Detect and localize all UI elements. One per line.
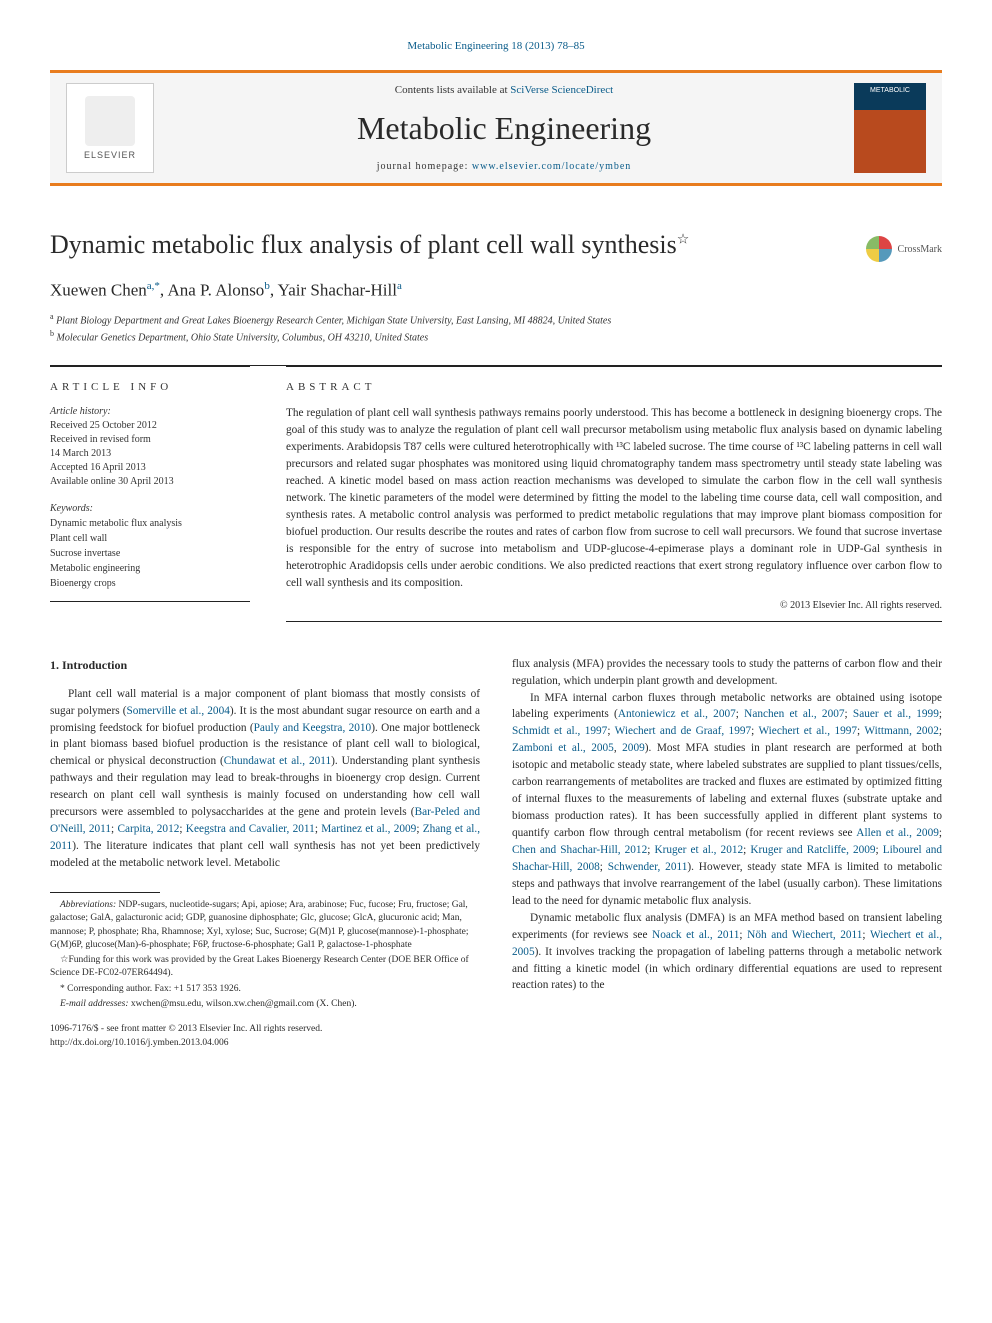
abstract-text: The regulation of plant cell wall synthe… [286,405,942,591]
abstract-bottom-rule [286,621,942,622]
homepage-prefix: journal homepage: [377,161,469,172]
keyword-4: Metabolic engineering [50,561,250,576]
left-body-column: 1. Introduction Plant cell wall material… [50,656,480,1050]
abstract-column: ABSTRACT The regulation of plant cell wa… [286,366,942,621]
cite-somerville[interactable]: Somerville et al., 2004 [126,705,229,717]
body-columns: 1. Introduction Plant cell wall material… [50,656,942,1050]
cite-kruger-2012[interactable]: Kruger et al., 2012 [654,844,743,856]
cite-chundawat[interactable]: Chundawat et al., 2011 [224,755,331,767]
date-received: Received 25 October 2012 [50,419,250,433]
cite-zamboni-2005[interactable]: Zamboni et al., 2005 [512,742,614,754]
cite-noh[interactable]: Nöh and Wiechert, 2011 [747,929,862,941]
date-revised: 14 March 2013 [50,447,250,461]
elsevier-name: ELSEVIER [84,150,136,160]
article-title: Dynamic metabolic flux analysis of plant… [50,230,850,260]
info-bottom-rule [50,601,250,602]
funding-footnote: ☆Funding for this work was provided by t… [50,954,480,981]
corresponding-footnote: * Corresponding author. Fax: +1 517 353 … [50,983,480,996]
journal-cover-thumb: METABOLIC [854,83,926,173]
doi-link[interactable]: http://dx.doi.org/10.1016/j.ymben.2013.0… [50,1037,480,1050]
cite-carpita[interactable]: Carpita, 2012 [117,823,179,835]
crossmark-badge[interactable]: CrossMark [866,236,942,262]
homepage-link[interactable]: www.elsevier.com/locate/ymben [472,161,631,172]
author-3-affil: a [397,280,402,292]
cite-kruger-ratcliffe[interactable]: Kruger and Ratcliffe, 2009 [750,844,875,856]
cite-martinez[interactable]: Martinez et al., 2009 [321,823,416,835]
cite-schwender[interactable]: Schwender, 2011 [608,861,688,873]
author-1: Xuewen Chen [50,281,147,300]
author-2: , Ana P. Alonso [160,281,264,300]
cover-title: METABOLIC [870,87,910,94]
right-body-column: flux analysis (MFA) provides the necessa… [512,656,942,1050]
abstract-head: ABSTRACT [286,381,942,393]
cite-allen[interactable]: Allen et al., 2009 [856,827,939,839]
affiliations: a Plant Biology Department and Great Lak… [50,311,942,346]
elsevier-tree-icon [85,96,135,146]
keyword-3: Sucrose invertase [50,546,250,561]
crossmark-label: CrossMark [898,244,942,255]
keyword-2: Plant cell wall [50,531,250,546]
journal-ref-link[interactable]: Metabolic Engineering 18 (2013) 78–85 [407,40,584,52]
affiliation-b: b Molecular Genetics Department, Ohio St… [50,328,942,345]
keywords-block: Keywords: Dynamic metabolic flux analysi… [50,501,250,591]
cite-nanchen[interactable]: Nanchen et al., 2007 [744,708,844,720]
authors-line: Xuewen Chena,*, Ana P. Alonsob, Yair Sha… [50,280,942,301]
article-info-column: ARTICLE INFO Article history: Received 2… [50,366,250,621]
article-info-head: ARTICLE INFO [50,381,250,393]
article-title-text: Dynamic metabolic flux analysis of plant… [50,230,677,259]
title-section: Dynamic metabolic flux analysis of plant… [50,230,942,345]
keyword-1: Dynamic metabolic flux analysis [50,516,250,531]
sciencedirect-link[interactable]: SciVerse ScienceDirect [510,84,613,96]
keyword-5: Bioenergy crops [50,576,250,591]
cite-wiechert-graaf[interactable]: Wiechert and de Graaf, 1997 [615,725,752,737]
history-label: Article history: [50,405,250,419]
abbrev-footnote: Abbreviations: NDP-sugars, nucleotide-su… [50,899,480,952]
abstract-copyright: © 2013 Elsevier Inc. All rights reserved… [286,600,942,611]
intro-p1: Plant cell wall material is a major comp… [50,686,480,872]
cite-antoniewicz[interactable]: Antoniewicz et al., 2007 [618,708,736,720]
date-accepted: Accepted 16 April 2013 [50,461,250,475]
author-1-affil: a,* [147,280,160,292]
cite-schmidt[interactable]: Schmidt et al., 1997 [512,725,607,737]
contents-available-line: Contents lists available at SciVerse Sci… [174,84,834,96]
footnote-separator [50,892,160,893]
intro-p1-cont: flux analysis (MFA) provides the necessa… [512,656,942,690]
header-center: Contents lists available at SciVerse Sci… [174,84,834,172]
footer-meta: 1096-7176/$ - see front matter © 2013 El… [50,1023,480,1050]
keywords-label: Keywords: [50,501,250,516]
cite-zamboni-2009[interactable]: 2009 [622,742,645,754]
title-funding-star: ☆ [677,232,690,247]
info-abstract-row: ARTICLE INFO Article history: Received 2… [50,366,942,621]
homepage-line: journal homepage: www.elsevier.com/locat… [174,161,834,172]
article-history: Article history: Received 25 October 201… [50,405,250,489]
author-3: , Yair Shachar-Hill [270,281,397,300]
cite-keegstra[interactable]: Keegstra and Cavalier, 2011 [186,823,315,835]
intro-p3: Dynamic metabolic flux analysis (DMFA) i… [512,910,942,995]
date-online: Available online 30 April 2013 [50,475,250,489]
cite-wiechert-1997[interactable]: Wiechert et al., 1997 [758,725,857,737]
intro-heading: 1. Introduction [50,656,480,674]
contents-prefix: Contents lists available at [395,84,508,96]
cite-wittmann[interactable]: Wittmann, 2002 [864,725,939,737]
journal-name: Metabolic Engineering [174,110,834,147]
front-matter-line: 1096-7176/$ - see front matter © 2013 El… [50,1023,480,1036]
top-journal-link: Metabolic Engineering 18 (2013) 78–85 [50,40,942,52]
email-footnote: E-mail addresses: xwchen@msu.edu, wilson… [50,998,480,1011]
footnotes: Abbreviations: NDP-sugars, nucleotide-su… [50,899,480,1011]
affiliation-a: a Plant Biology Department and Great Lak… [50,311,942,328]
cite-chen-shachar[interactable]: Chen and Shachar-Hill, 2012 [512,844,647,856]
cite-pauly[interactable]: Pauly and Keegstra, 2010 [254,722,372,734]
elsevier-logo: ELSEVIER [66,83,154,173]
date-revised-label: Received in revised form [50,433,250,447]
cite-sauer[interactable]: Sauer et al., 1999 [853,708,939,720]
cite-noack[interactable]: Noack et al., 2011 [652,929,739,941]
intro-p2: In MFA internal carbon fluxes through me… [512,690,942,910]
crossmark-icon [866,236,892,262]
journal-header: ELSEVIER Contents lists available at Sci… [50,70,942,186]
